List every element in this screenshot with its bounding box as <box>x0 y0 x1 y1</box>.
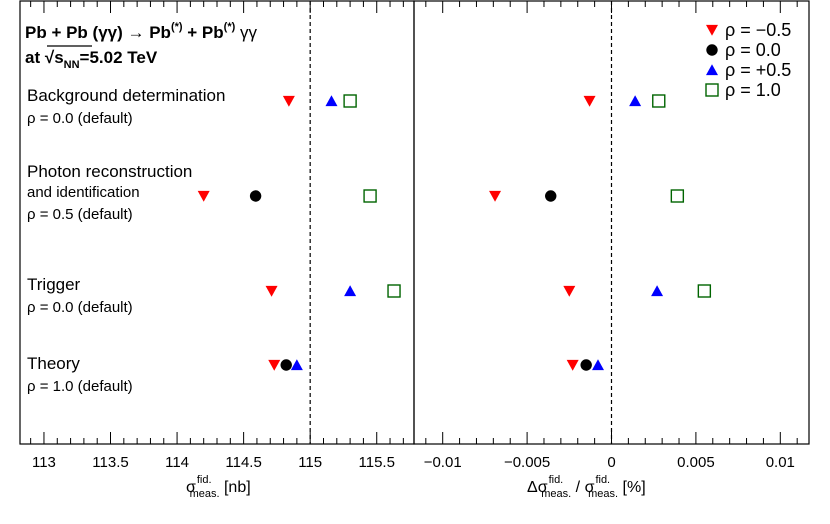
legend-marker-rho-plus-0.5 <box>706 64 718 76</box>
category-sublabel-theory: ρ = 1.0 (default) <box>27 378 133 395</box>
category-sublabel-background: ρ = 0.0 (default) <box>27 110 133 127</box>
category-label-theory: Theory <box>27 354 80 373</box>
legend-label-rho-0.0: ρ = 0.0 <box>725 40 781 60</box>
chart-title-line2: at √sNN=5.02 TeV <box>25 48 158 71</box>
legend: ρ = −0.5 ρ = 0.0 ρ = +0.5 ρ = 1.0 <box>705 20 791 100</box>
point-left-rho-1.0-row1 <box>343 94 357 108</box>
chart-title-line1: Pb + Pb (γγ) → Pb(*) + Pb(*) γγ <box>25 21 258 42</box>
point-left-rho-minus-0.5-row3 <box>265 285 278 297</box>
point-right-rho-minus-0.5-row2 <box>489 190 502 202</box>
point-right-rho-1.0-row2 <box>670 189 685 203</box>
point-left-rho-0.0-row2 <box>249 190 262 202</box>
point-left-rho-plus-0.5-row1 <box>325 95 338 107</box>
category-label-background: Background determination <box>27 86 225 105</box>
point-left-rho-1.0-row3 <box>387 284 401 298</box>
legend-label-rho-1.0: ρ = 1.0 <box>725 80 781 100</box>
point-right-rho-1.0-row3 <box>697 284 712 298</box>
right-tick-label: 0.01 <box>766 454 795 471</box>
left-tick-label: 115.5 <box>359 454 395 471</box>
point-right-rho-plus-0.5-row1 <box>629 95 642 107</box>
point-right-rho-minus-0.5-row3 <box>563 285 576 297</box>
point-right-rho-plus-0.5-row3 <box>651 285 664 297</box>
point-left-rho-1.0-row2 <box>363 189 377 203</box>
category-sublabel-trigger: ρ = 0.0 (default) <box>27 299 133 316</box>
category-label2-photon: and identification <box>27 184 140 201</box>
right-tick-label: −0.01 <box>424 454 462 471</box>
right-tick-label: 0 <box>607 454 615 471</box>
right-x-axis-label: Δσfid. meas. / σfid. meas. [%] <box>527 474 646 500</box>
point-right-rho-1.0-row1 <box>652 94 666 108</box>
legend-marker-rho-1.0 <box>705 83 719 97</box>
point-left-rho-minus-0.5-row2 <box>197 190 210 202</box>
category-label-photon: Photon reconstruction <box>27 162 192 181</box>
legend-label-rho-minus-0.5: ρ = −0.5 <box>725 20 791 40</box>
legend-marker-rho-0.0 <box>706 44 718 56</box>
point-right-rho-0.0-row4 <box>580 359 592 371</box>
category-label-trigger: Trigger <box>27 275 81 294</box>
left-tick-label: 114 <box>165 454 189 471</box>
point-right-rho-minus-0.5-row1 <box>583 95 596 107</box>
point-right-rho-0.0-row2 <box>545 190 557 202</box>
category-sublabel-photon: ρ = 0.5 (default) <box>27 206 133 223</box>
right-tick-label: −0.005 <box>504 454 550 471</box>
left-tick-label: 114.5 <box>225 454 261 471</box>
point-left-rho-minus-0.5-row4 <box>268 359 281 371</box>
point-left-rho-0.0-row4 <box>280 359 292 371</box>
point-left-rho-minus-0.5-row1 <box>282 95 295 107</box>
point-right-rho-minus-0.5-row4 <box>566 359 579 371</box>
legend-marker-rho-minus-0.5 <box>706 24 718 36</box>
right-tick-label: 0.005 <box>677 454 715 471</box>
point-left-rho-plus-0.5-row3 <box>344 285 357 297</box>
left-tick-label: 115 <box>298 454 322 471</box>
point-right-rho-plus-0.5-row4 <box>591 359 604 371</box>
left-x-axis-label: σfid. meas. [nb] <box>186 474 251 500</box>
left-tick-label: 113 <box>32 454 56 471</box>
legend-label-rho-plus-0.5: ρ = +0.5 <box>725 60 791 80</box>
left-tick-label: 113.5 <box>92 454 128 471</box>
point-left-rho-plus-0.5-row4 <box>290 359 303 371</box>
